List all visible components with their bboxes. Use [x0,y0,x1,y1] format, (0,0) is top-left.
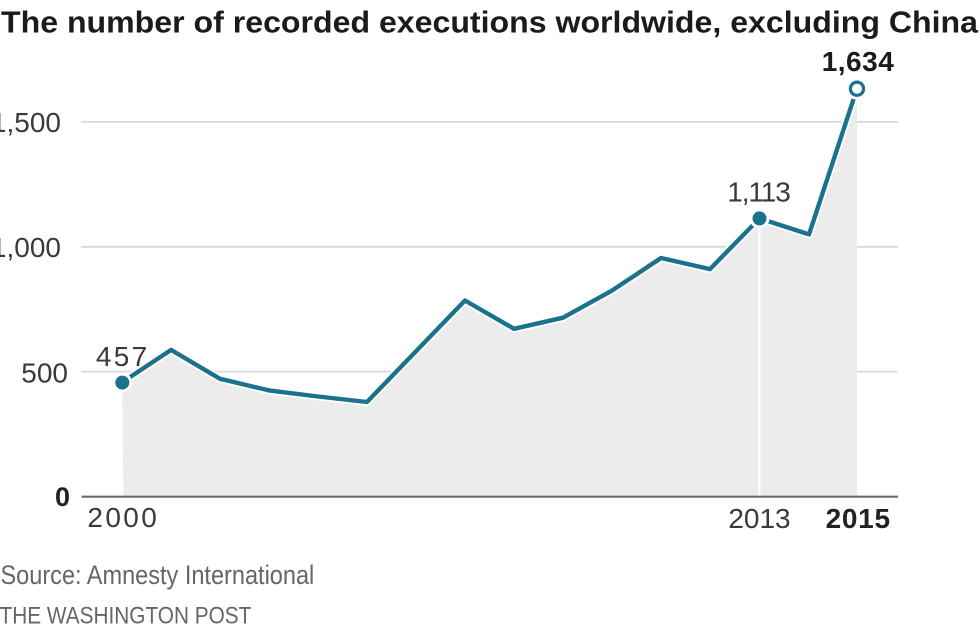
svg-text:0: 0 [55,482,70,512]
svg-text:THE WASHINGTON POST: THE WASHINGTON POST [0,601,251,629]
svg-text:1,000: 1,000 [0,232,61,263]
svg-text:500: 500 [21,357,68,388]
svg-text:1,634: 1,634 [822,46,895,77]
svg-text:2000: 2000 [87,502,159,533]
svg-text:2013: 2013 [728,503,790,534]
svg-text:1,500: 1,500 [0,107,61,138]
svg-text:457: 457 [96,341,150,372]
svg-text:The number of recorded executi: The number of recorded executions worldw… [1,6,979,40]
svg-text:Source: Amnesty International: Source: Amnesty International [1,561,315,591]
svg-text:1,113: 1,113 [727,177,790,208]
svg-text:2015: 2015 [826,503,891,534]
